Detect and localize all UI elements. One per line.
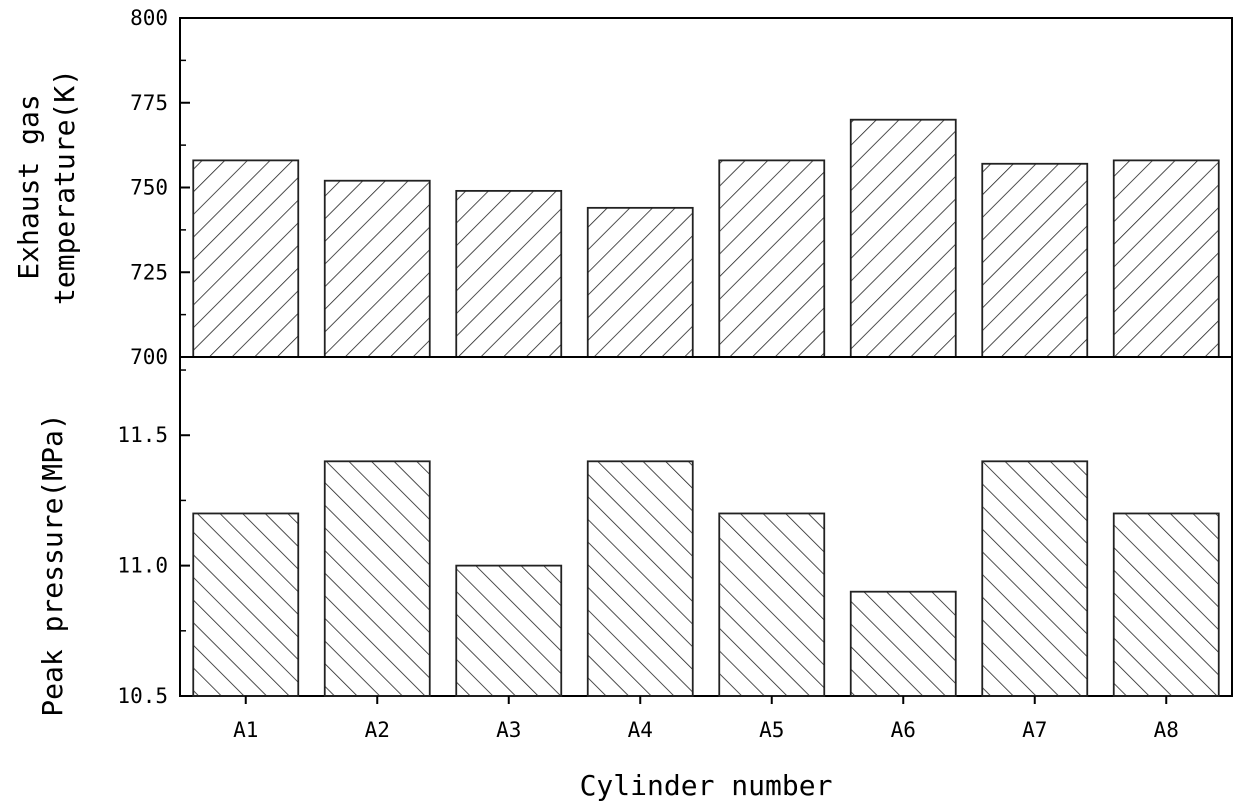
bar-a6 <box>849 590 957 697</box>
bar-a3 <box>455 564 563 697</box>
x-tick-label-a6: A6 <box>891 718 916 742</box>
bar-a1 <box>192 159 300 358</box>
y-tick-label: 11.0 <box>117 554 168 578</box>
y-tick-label: 11.5 <box>117 423 168 447</box>
bar-a1 <box>192 512 300 697</box>
temperature-panel: 700 725 750 775 800 <box>130 6 1233 369</box>
pressure-panel: 10.5 11.0 11.5 A1 A2 A3 A4 A5 A6 A7 A8 <box>117 356 1233 742</box>
bar-a5 <box>718 512 826 697</box>
bar-a2 <box>323 460 431 697</box>
bar-a8 <box>1112 512 1220 697</box>
x-tick-label-a5: A5 <box>759 718 784 742</box>
x-tick-label-a8: A8 <box>1154 718 1179 742</box>
bar-a2 <box>323 179 431 358</box>
temperature-ylabel-line2: temperature(K) <box>48 69 81 305</box>
plot-frame <box>179 356 1233 697</box>
temperature-ylabel-line1: Exhaust gas <box>12 94 45 279</box>
x-tick-label-a4: A4 <box>628 718 653 742</box>
y-tick-label: 750 <box>130 176 168 200</box>
y-tick-label: 725 <box>130 260 168 284</box>
pressure-ylabel: Peak pressure(MPa) <box>36 413 69 716</box>
bar-a5 <box>718 159 826 358</box>
x-tick-label-a2: A2 <box>365 718 390 742</box>
bar-a4 <box>586 460 694 697</box>
bar-a7 <box>981 162 1089 358</box>
bar-a3 <box>455 189 563 358</box>
bar-a4 <box>586 206 694 358</box>
y-tick-label: 775 <box>130 91 168 115</box>
bar-a8 <box>1112 159 1220 358</box>
y-tick-label: 10.5 <box>117 684 168 708</box>
x-tick-label-a7: A7 <box>1022 718 1047 742</box>
y-tick-label: 700 <box>130 345 168 369</box>
y-tick-label: 800 <box>130 6 168 30</box>
x-tick-label-a3: A3 <box>496 718 521 742</box>
bar-a6 <box>849 118 957 358</box>
bar-a7 <box>981 460 1089 697</box>
x-tick-label-a1: A1 <box>233 718 258 742</box>
x-axis-label: Cylinder number <box>580 769 833 802</box>
